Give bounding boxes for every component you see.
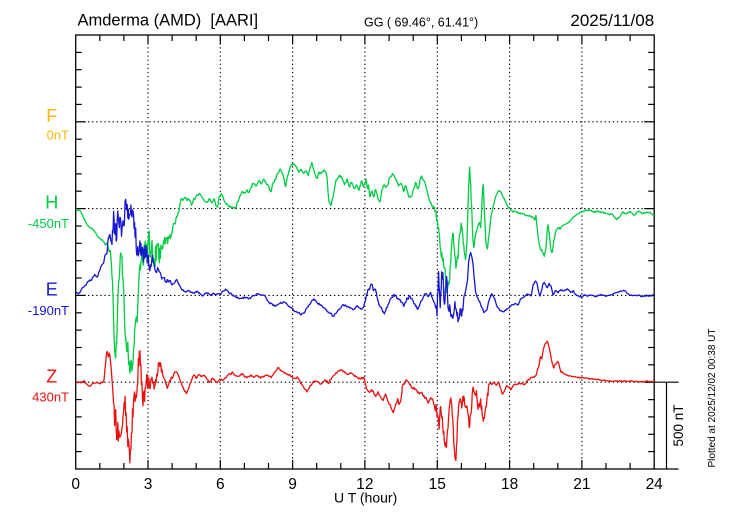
- svg-text:12: 12: [356, 476, 373, 493]
- svg-text:18: 18: [501, 476, 518, 493]
- svg-text:-190nT: -190nT: [28, 303, 69, 318]
- svg-text:H: H: [45, 193, 58, 213]
- svg-text:24: 24: [646, 476, 664, 493]
- svg-text:-450nT: -450nT: [28, 216, 69, 231]
- svg-text:2025/11/08: 2025/11/08: [570, 11, 654, 30]
- svg-text:500 nT: 500 nT: [671, 404, 686, 446]
- svg-text:Amderma (AMD) [AARI]: Amderma (AMD) [AARI]: [78, 12, 259, 30]
- svg-text:Z: Z: [46, 367, 57, 387]
- svg-text:Plotted at 2025/12/02 00:38 UT: Plotted at 2025/12/02 00:38 UT: [707, 329, 718, 468]
- svg-text:0nT: 0nT: [47, 128, 69, 143]
- svg-text:U T (hour): U T (hour): [334, 490, 397, 506]
- svg-text:E: E: [46, 279, 58, 299]
- svg-text:430nT: 430nT: [32, 389, 69, 404]
- svg-text:15: 15: [429, 476, 446, 493]
- svg-text:6: 6: [216, 476, 225, 493]
- svg-text:21: 21: [573, 476, 590, 493]
- svg-text:0: 0: [71, 476, 80, 493]
- svg-text:3: 3: [144, 476, 153, 493]
- svg-text:F: F: [46, 106, 57, 126]
- svg-text:GG ( 69.46°, 61.41°): GG ( 69.46°, 61.41°): [364, 16, 478, 30]
- svg-text:9: 9: [288, 476, 297, 493]
